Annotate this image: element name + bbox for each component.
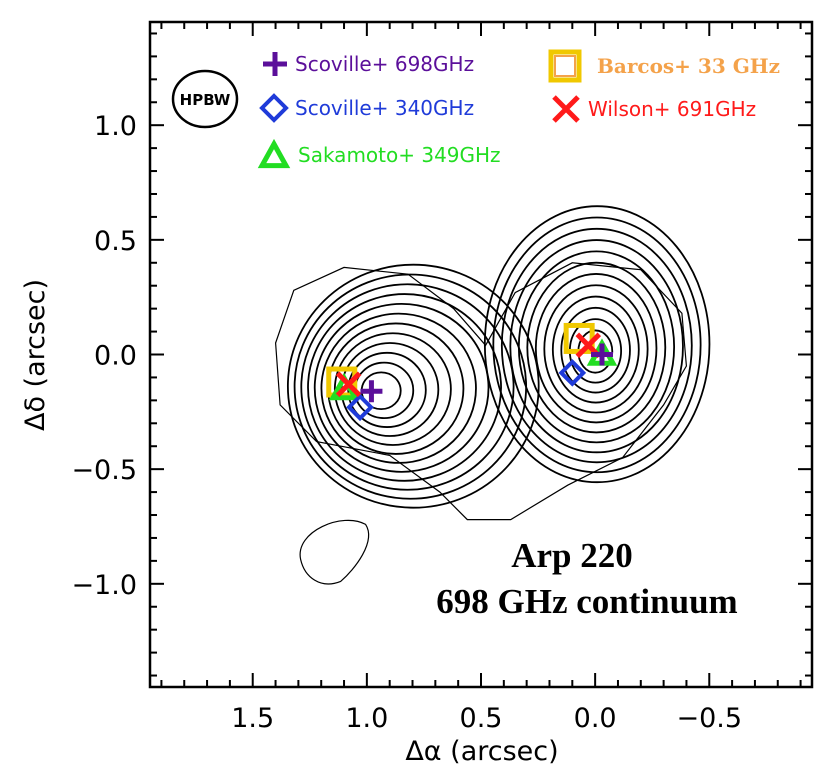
- contour-east: [300, 283, 515, 491]
- legend-label: Scoville+ 698GHz: [295, 52, 474, 76]
- legend-marker-plus: [263, 52, 287, 76]
- y-tick-label: 1.0: [94, 111, 137, 142]
- y-tick-label: −1.0: [71, 570, 137, 601]
- legend-marker-square-inner: [554, 55, 576, 77]
- y-tick-label: −0.5: [71, 455, 137, 486]
- beam-ellipse: [171, 69, 239, 129]
- contour-east: [307, 293, 502, 482]
- contour-west: [492, 216, 702, 474]
- beam-label: HPBW: [180, 91, 231, 109]
- contour-west: [517, 250, 676, 444]
- marker-plus: [590, 343, 613, 366]
- marker-diamond: [558, 359, 587, 387]
- contour-west: [551, 295, 640, 404]
- legend-marker-triangle: [257, 138, 291, 169]
- x-tick-label: 0.0: [574, 703, 617, 734]
- contour-east: [286, 263, 540, 509]
- legend-label: Sakamoto+ 349GHz: [298, 143, 501, 167]
- contour-west: [483, 205, 711, 484]
- contour-west: [543, 284, 649, 414]
- x-axis-title: Δα (arcsec): [405, 736, 558, 767]
- legend-label: Scoville+ 340GHz: [295, 96, 474, 120]
- legend-marker-x: [552, 95, 580, 123]
- axis-ticks: 1.5 1.0 0.5 0.0 −0.5 1.0 0.5 0.0 −0.5 −1.0: [71, 22, 812, 734]
- annotation-band: 698 GHz continuum: [436, 582, 737, 621]
- legend-label: Barcos+ 33 GHz: [597, 54, 780, 78]
- marker-plus: [360, 380, 383, 403]
- y-axis-title: Δδ (arcsec): [20, 279, 51, 431]
- marker-x: [335, 371, 362, 398]
- marker-square: [326, 366, 358, 398]
- contour-east: [313, 302, 490, 473]
- legend-marker-diamond: [259, 93, 289, 123]
- contour-east: [333, 332, 452, 446]
- marker-diamond: [346, 393, 374, 422]
- x-tick-label: 0.5: [460, 703, 503, 734]
- x-tick-label: 1.0: [345, 703, 388, 734]
- contour-lines: [274, 205, 711, 585]
- beam-hpbw: HPBW: [171, 69, 239, 129]
- contour-west: [534, 273, 658, 424]
- contour-west: [560, 306, 631, 394]
- contour-secondary: [299, 519, 370, 585]
- legend: Scoville+ 698GHz Scoville+ 340GHz Sakamoto…: [257, 49, 780, 169]
- contour-west: [526, 261, 667, 434]
- contour-west: [509, 239, 684, 454]
- legend-label: Wilson+ 691GHz: [588, 97, 756, 121]
- contour-east: [320, 312, 477, 464]
- y-tick-label: 0.0: [94, 341, 137, 372]
- y-tick-label: 0.5: [94, 226, 137, 257]
- x-tick-label: 1.5: [231, 703, 274, 734]
- x-tick-label: −0.5: [676, 703, 742, 734]
- contour-west: [500, 227, 693, 464]
- legend-marker-square: [548, 49, 582, 83]
- annotation-object: Arp 220: [511, 536, 633, 575]
- data-markers: [326, 322, 618, 422]
